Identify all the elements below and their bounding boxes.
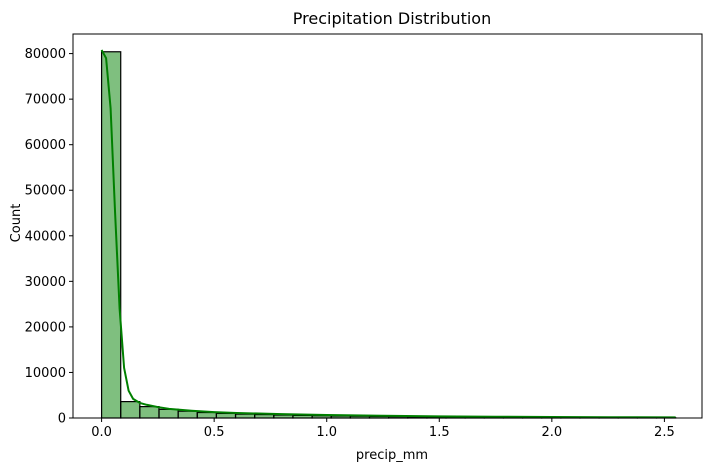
y-tick-label-8: 80000	[25, 47, 66, 62]
axes-frame	[72, 33, 703, 419]
x-axis-ticks: 0.0 0.5 1.0 1.5 2.0 2.5	[91, 418, 675, 440]
histogram-bar-6	[215, 412, 237, 419]
y-tick-label-6: 60000	[25, 138, 66, 153]
histogram-bar-1	[120, 401, 141, 419]
y-tick-label-7: 70000	[25, 93, 66, 108]
histogram-bar-3	[158, 408, 179, 419]
x-axis-title: precip_mm	[356, 448, 428, 463]
histogram-bar-4	[177, 410, 198, 419]
x-tick-label-0: 0.0	[91, 425, 112, 440]
y-tick-label-1: 10000	[25, 366, 66, 381]
chart-title: Precipitation Distribution	[293, 9, 491, 28]
histogram-bar-7	[234, 413, 256, 419]
histogram-bar-2	[139, 406, 160, 419]
x-tick-label-1: 0.5	[204, 425, 225, 440]
y-axis-title: Count	[9, 204, 24, 243]
histogram-bar-5	[196, 411, 218, 419]
x-tick-label-2: 1.0	[316, 425, 337, 440]
y-tick-label-0: 0	[58, 412, 66, 427]
y-tick-label-4: 40000	[25, 229, 66, 244]
kde-curve	[100, 49, 676, 419]
x-tick-label-4: 2.0	[541, 425, 562, 440]
x-tick-label-5: 2.5	[654, 425, 675, 440]
histogram-bars	[100, 51, 677, 419]
x-tick-label-3: 1.5	[429, 425, 450, 440]
y-tick-label-5: 50000	[25, 184, 66, 199]
histogram-bar-8	[254, 413, 275, 419]
y-axis-ticks: 0 10000 20000 30000 40000 50000 60000 70000 8000…	[25, 47, 73, 427]
y-tick-label-3: 30000	[25, 275, 66, 290]
y-tick-label-2: 20000	[25, 320, 66, 335]
